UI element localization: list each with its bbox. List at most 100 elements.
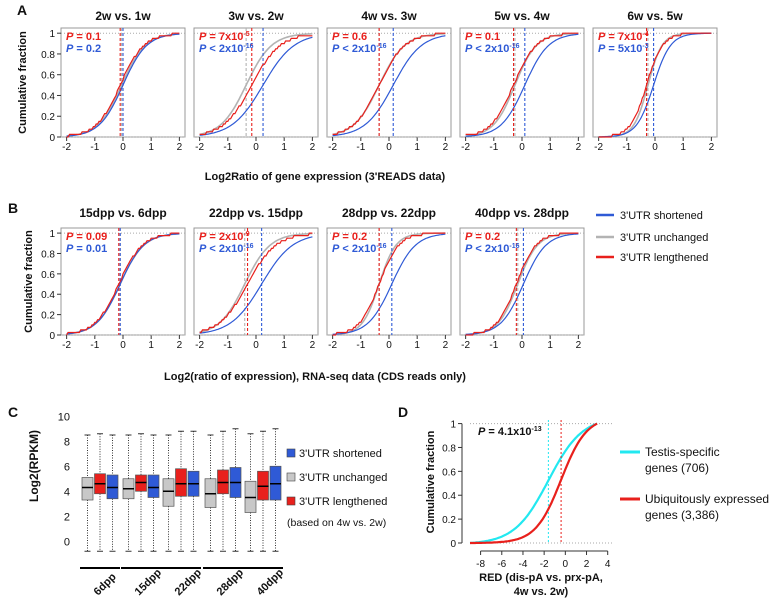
subplot-title: 22dpp vs. 15dpp bbox=[209, 206, 303, 220]
x-tick-label: -4 bbox=[519, 559, 528, 570]
panel-d: D Cumulative fraction 0 0.2 0.4 0.6 0.8 1 -8 -6 -4… bbox=[398, 404, 769, 598]
legend-label: genes (3,386) bbox=[645, 508, 719, 522]
panel-c: C Log2(RPKM) 0 2 4 6 8 10 6dpp 15dpp 22dpp 28dpp 40d… bbox=[8, 404, 387, 598]
subplot-title: 3w vs. 2w bbox=[228, 9, 284, 23]
panel-b: B Cumulative fraction Log2(ratio of expres… bbox=[8, 200, 585, 383]
p-value-shortened: P = 0.01 bbox=[66, 243, 107, 255]
x-tick-label: 0 bbox=[519, 142, 525, 153]
x-tick-label: 1 bbox=[281, 340, 287, 351]
cdf-line-ubiquitous bbox=[470, 422, 598, 545]
legend-label: 3'UTR shortened bbox=[620, 210, 703, 222]
x-tick-label: -1 bbox=[356, 142, 365, 153]
legend-label: 3'UTR lengthened bbox=[299, 496, 387, 508]
x-tick-label: 2 bbox=[576, 340, 582, 351]
x-axis-label: Log2(ratio of expression), RNA-seq data … bbox=[164, 371, 466, 383]
p-value-shortened: P < 2x10-16 bbox=[465, 43, 520, 55]
y-tick-label: 0.6 bbox=[442, 467, 456, 478]
x-tick-label: -6 bbox=[497, 559, 506, 570]
x-tick-label: 2 bbox=[709, 142, 715, 153]
x-tick-label: 1 bbox=[414, 142, 420, 153]
y-tick-label: 10 bbox=[58, 411, 70, 423]
p-value-lengthened: P = 0.2 bbox=[465, 231, 500, 243]
p-value-lengthened: P = 0.2 bbox=[332, 231, 367, 243]
x-tick-label: 2 bbox=[310, 340, 316, 351]
x-tick-label: 1 bbox=[680, 142, 686, 153]
cdf-line-shortened bbox=[598, 32, 712, 138]
y-tick-label: 0 bbox=[49, 133, 55, 144]
legend-note: (based on 4w vs. 2w) bbox=[287, 517, 386, 529]
x-tick-label: -1 bbox=[90, 340, 99, 351]
legend-label: 3'UTR lengthened bbox=[620, 252, 708, 264]
y-tick-label: 4 bbox=[64, 486, 70, 498]
subplot: 40dpp vs. 28dpp -2 -1 0 1 2 P = 0.2P < 2x10-16 bbox=[459, 206, 585, 351]
cdf-line-unchanged bbox=[199, 32, 313, 136]
subplot: 28dpp vs. 22dpp -2 -1 0 1 2 P = 0.2P < 2x10-16 bbox=[326, 206, 452, 351]
cdf-line-shortened bbox=[199, 36, 313, 136]
x-tick-label: 2 bbox=[177, 340, 183, 351]
x-tick-label: 2 bbox=[576, 142, 582, 153]
category-label: 28dpp bbox=[215, 567, 247, 599]
x-tick-label: 1 bbox=[281, 142, 287, 153]
y-tick-label: 0.8 bbox=[41, 249, 55, 260]
y-tick-label: 0 bbox=[450, 539, 456, 550]
legend-label: Testis-specific bbox=[645, 445, 720, 459]
subplot: 15dpp vs. 6dpp 0 0.2 0.4 0.6 0.8 1 -2 -1 0 1 2 P = 0… bbox=[41, 206, 186, 351]
y-tick-label: 0.2 bbox=[442, 515, 456, 526]
legend-label: 3'UTR unchanged bbox=[299, 472, 387, 484]
cdf-line-lengthened bbox=[598, 32, 712, 138]
cdf-line-lengthened bbox=[199, 232, 313, 334]
y-axis-label: Cumulative fraction bbox=[17, 31, 29, 134]
subplot: 4w vs. 3w -2 -1 0 1 2 P = 0.6P < 2x10-16 bbox=[326, 9, 452, 153]
x-tick-label: -2 bbox=[195, 142, 204, 153]
p-value-shortened: P = 5x10-3 bbox=[598, 43, 649, 55]
subplot-title: 15dpp vs. 6dpp bbox=[79, 206, 166, 220]
y-tick-label: 2 bbox=[64, 511, 70, 523]
x-tick-label: 2 bbox=[310, 142, 316, 153]
category-label: 40dpp bbox=[255, 567, 287, 599]
y-tick-label: 0 bbox=[64, 536, 70, 548]
p-value-shortened: P < 2x10-16 bbox=[332, 43, 387, 55]
panel-letter: D bbox=[398, 404, 408, 420]
cdf-line-lengthened bbox=[465, 232, 579, 336]
p-value-lengthened: P = 7x10-5 bbox=[199, 31, 250, 43]
x-tick-label: -2 bbox=[328, 340, 337, 351]
x-tick-label: -1 bbox=[223, 142, 232, 153]
legend-swatch-unchanged bbox=[286, 472, 296, 482]
x-tick-label: 1 bbox=[547, 340, 553, 351]
x-tick-label: 4 bbox=[605, 559, 611, 570]
subplot: 6w vs. 5w -2 -1 0 1 2 P = 7x10-4P = 5x10-3 bbox=[592, 9, 718, 153]
x-tick-label: -2 bbox=[594, 142, 603, 153]
p-value-lengthened: P = 2x10-9 bbox=[199, 231, 250, 243]
x-tick-label: -1 bbox=[622, 142, 631, 153]
cdf-line-lengthened bbox=[332, 232, 446, 336]
p-value-lengthened: P = 0.1 bbox=[465, 31, 500, 43]
x-tick-label: -2 bbox=[461, 142, 470, 153]
cdf-line-shortened bbox=[332, 35, 446, 137]
p-value-lengthened: P = 7x10-4 bbox=[598, 31, 649, 43]
x-tick-label: -2 bbox=[461, 340, 470, 351]
box-group-15dpp: 15dpp bbox=[121, 433, 164, 598]
p-value-shortened: P < 2x10-16 bbox=[332, 243, 387, 255]
category-label: 22dpp bbox=[173, 567, 205, 599]
box-lengthened bbox=[175, 468, 187, 497]
y-tick-label: 0.4 bbox=[41, 290, 55, 301]
x-tick-label: 0 bbox=[386, 142, 392, 153]
cdf-line-unchanged bbox=[465, 32, 579, 137]
x-tick-label: 2 bbox=[443, 340, 449, 351]
cdf-line-lengthened bbox=[66, 232, 180, 336]
subplot: 5w vs. 4w -2 -1 0 1 2 P = 0.1P < 2x10-16 bbox=[459, 9, 585, 153]
y-tick-label: 0 bbox=[49, 331, 55, 342]
box-shortened bbox=[147, 474, 160, 498]
x-tick-label: 2 bbox=[443, 142, 449, 153]
p-value-shortened: P < 2x10-16 bbox=[199, 243, 254, 255]
panel-a: A Cumulative fraction Log2Ratio of gene ex… bbox=[17, 2, 718, 183]
y-tick-label: 0.2 bbox=[41, 311, 55, 322]
cdf-line-testis bbox=[469, 422, 598, 545]
subplot-title: 6w vs. 5w bbox=[627, 9, 683, 23]
x-tick-label: 0 bbox=[253, 340, 259, 351]
cdf-line-shortened bbox=[465, 33, 579, 137]
subplot: 2w vs. 1w 0 0.2 0.4 0.6 0.8 1 -2 -1 0 1 2 P = 0.1P =… bbox=[41, 9, 186, 153]
subplot-title: 28dpp vs. 22dpp bbox=[342, 206, 436, 220]
y-tick-label: 0.6 bbox=[41, 71, 55, 82]
